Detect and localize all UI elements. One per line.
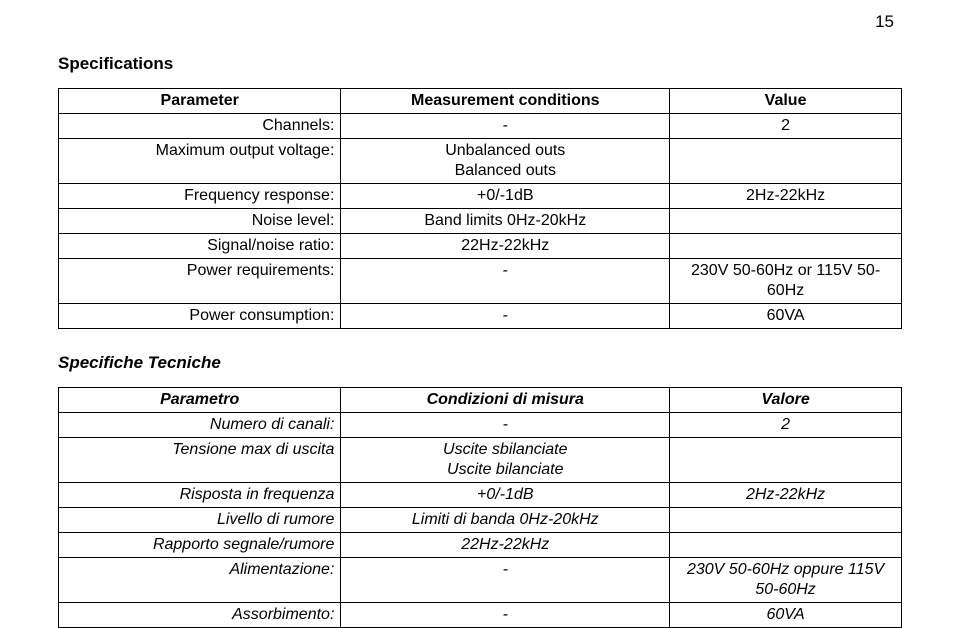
cell-val: 230V 50-60Hz or 115V 50-60Hz — [670, 259, 902, 304]
col-header-condizioni: Condizioni di misura — [341, 388, 670, 413]
cell-cond: - — [341, 603, 670, 628]
cell-param: Power consumption: — [59, 304, 341, 329]
cell-param: Risposta in frequenza — [59, 483, 341, 508]
cell-val — [670, 533, 902, 558]
table-row: Power consumption: - 60VA — [59, 304, 902, 329]
cell-cond: Limiti di banda 0Hz-20kHz — [341, 508, 670, 533]
cell-param: Livello di rumore — [59, 508, 341, 533]
cell-val: 60VA — [670, 603, 902, 628]
cell-val: 230V 50-60Hz oppure 115V 50-60Hz — [670, 558, 902, 603]
table-row: Livello di rumore Limiti di banda 0Hz-20… — [59, 508, 902, 533]
cell-cond: - — [341, 304, 670, 329]
cell-cond: 22Hz-22kHz — [341, 533, 670, 558]
table-row: Channels: - 2 — [59, 114, 902, 139]
table-row: Frequency response: +0/-1dB 2Hz-22kHz — [59, 184, 902, 209]
table-row: Tensione max di uscita Uscite sbilanciat… — [59, 438, 902, 483]
col-header-parameter: Parameter — [59, 89, 341, 114]
cell-val — [670, 438, 902, 483]
col-header-parametro: Parametro — [59, 388, 341, 413]
col-header-value: Value — [670, 89, 902, 114]
cell-cond: Band limits 0Hz-20kHz — [341, 209, 670, 234]
cell-cond: Unbalanced outsBalanced outs — [341, 139, 670, 184]
table-row: Assorbimento: - 60VA — [59, 603, 902, 628]
section1-title: Specifications — [58, 54, 902, 74]
cell-val — [670, 209, 902, 234]
cell-param: Noise level: — [59, 209, 341, 234]
cell-val: 2Hz-22kHz — [670, 483, 902, 508]
cell-param: Channels: — [59, 114, 341, 139]
table-row: Noise level: Band limits 0Hz-20kHz — [59, 209, 902, 234]
cell-cond: Uscite sbilanciateUscite bilanciate — [341, 438, 670, 483]
cell-param: Signal/noise ratio: — [59, 234, 341, 259]
cell-val: 2 — [670, 114, 902, 139]
col-header-conditions: Measurement conditions — [341, 89, 670, 114]
cell-param: Tensione max di uscita — [59, 438, 341, 483]
col-header-valore: Valore — [670, 388, 902, 413]
specifications-table: Parameter Measurement conditions Value C… — [58, 88, 902, 329]
cell-param: Numero di canali: — [59, 413, 341, 438]
table-row: Risposta in frequenza +0/-1dB 2Hz-22kHz — [59, 483, 902, 508]
cell-param: Maximum output voltage: — [59, 139, 341, 184]
table-row: Signal/noise ratio: 22Hz-22kHz — [59, 234, 902, 259]
table-header-row: Parametro Condizioni di misura Valore — [59, 388, 902, 413]
cell-cond: - — [341, 259, 670, 304]
cell-cond: +0/-1dB — [341, 184, 670, 209]
table-header-row: Parameter Measurement conditions Value — [59, 89, 902, 114]
table-row: Numero di canali: - 2 — [59, 413, 902, 438]
cell-cond: 22Hz-22kHz — [341, 234, 670, 259]
cell-cond: - — [341, 413, 670, 438]
cell-val: 60VA — [670, 304, 902, 329]
cell-cond: - — [341, 114, 670, 139]
table-row: Power requirements: - 230V 50-60Hz or 11… — [59, 259, 902, 304]
cell-val: 2Hz-22kHz — [670, 184, 902, 209]
page-number: 15 — [875, 12, 894, 32]
cell-val — [670, 234, 902, 259]
cell-cond: +0/-1dB — [341, 483, 670, 508]
cell-cond: - — [341, 558, 670, 603]
cell-param: Alimentazione: — [59, 558, 341, 603]
specifiche-table: Parametro Condizioni di misura Valore Nu… — [58, 387, 902, 628]
cell-param: Frequency response: — [59, 184, 341, 209]
cell-val: 2 — [670, 413, 902, 438]
cell-param: Assorbimento: — [59, 603, 341, 628]
table-row: Alimentazione: - 230V 50-60Hz oppure 115… — [59, 558, 902, 603]
table-row: Maximum output voltage: Unbalanced outsB… — [59, 139, 902, 184]
table-row: Rapporto segnale/rumore 22Hz-22kHz — [59, 533, 902, 558]
cell-val — [670, 508, 902, 533]
cell-param: Rapporto segnale/rumore — [59, 533, 341, 558]
section2-title: Specifiche Tecniche — [58, 353, 902, 373]
cell-val — [670, 139, 902, 184]
cell-param: Power requirements: — [59, 259, 341, 304]
